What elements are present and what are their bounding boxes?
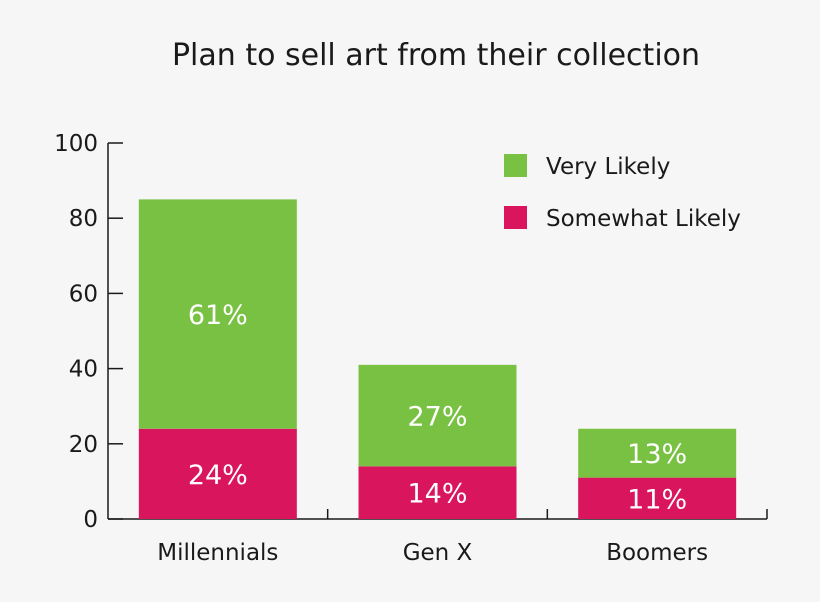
data-label: 27% <box>407 402 467 433</box>
y-tick-label: 100 <box>54 131 98 157</box>
bar-segment <box>578 428 737 478</box>
chart-title: Plan to sell art from their collection <box>172 38 700 73</box>
data-label: 11% <box>627 484 687 515</box>
legend-label: Somewhat Likely <box>546 206 741 232</box>
bar-segment <box>138 199 297 429</box>
y-tick-label: 40 <box>69 357 98 383</box>
bar-segment <box>138 428 297 519</box>
bar-segment <box>358 364 517 467</box>
data-label: 61% <box>188 300 248 331</box>
data-label: 13% <box>627 439 687 470</box>
legend-label: Very Likely <box>546 154 670 180</box>
y-tick-label: 0 <box>83 507 98 533</box>
bar-segment <box>578 477 737 519</box>
y-tick-label: 60 <box>69 281 98 307</box>
bars: 24% 61% 14% 27% 11% 13% <box>138 199 737 519</box>
legend-swatch <box>504 154 527 177</box>
y-tick-label: 20 <box>69 432 98 458</box>
legend: Very Likely Somewhat Likely <box>504 154 741 232</box>
x-category-label: Boomers <box>606 540 708 566</box>
x-category-label: Millennials <box>157 540 278 566</box>
x-category-label: Gen X <box>403 540 473 566</box>
data-label: 24% <box>188 460 248 491</box>
legend-swatch <box>504 206 527 229</box>
data-label: 14% <box>407 479 467 510</box>
axes: 0 20 40 60 80 100 Millennials Gen X Boomers <box>54 131 768 566</box>
y-tick-label: 80 <box>69 206 98 232</box>
bar-segment <box>358 466 517 519</box>
